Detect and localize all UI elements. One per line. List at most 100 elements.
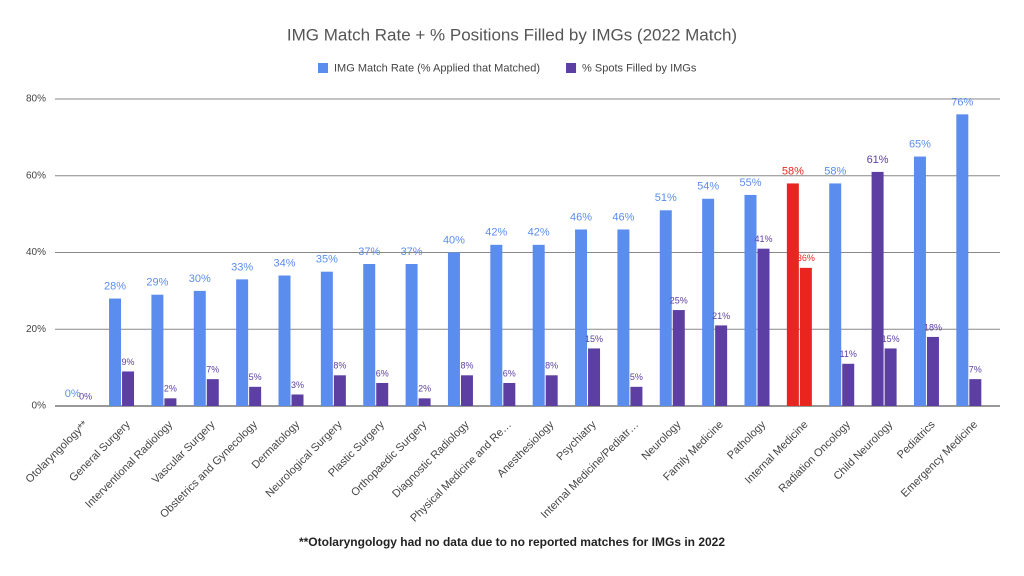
bar [871,171,884,406]
bar [926,336,939,406]
value-label: 0% [65,388,81,400]
value-label: 37% [401,246,423,258]
value-label: 46% [570,211,592,223]
x-tick-label: Pediatrics [895,418,938,461]
bar [702,198,715,406]
bar [206,379,219,406]
bar [884,348,897,406]
y-tick-label: 0% [32,401,47,412]
bar [744,194,757,406]
value-label: 61% [867,154,889,166]
bar [503,382,516,406]
bar [969,379,982,406]
value-label: 41% [754,234,772,244]
bar [193,290,206,406]
legend-swatch [318,63,328,73]
value-label: 5% [630,372,643,382]
bar [333,375,346,406]
value-label: 6% [503,368,516,378]
value-label: 2% [164,384,177,394]
bar [829,183,842,406]
x-tick-label: Interventional Radiology [83,418,175,510]
bar [842,363,855,406]
bar [757,248,770,406]
bar [291,394,304,406]
bar [715,325,728,406]
value-label: 35% [316,254,338,266]
value-label: 3% [291,380,304,390]
value-label: 76% [951,96,973,108]
bar [363,264,376,406]
legend-label: % Spots Filled by IMGs [582,62,697,74]
bar [249,386,262,406]
x-tick-label: Neurology [640,418,684,462]
x-tick-label: Pathology [725,418,768,461]
footnote: **Otolaryngology had no data due to no r… [299,535,725,549]
x-tick-label: Orthopaedic Surgery [349,418,430,499]
bar [320,271,333,406]
legend-label: IMG Match Rate (% Applied that Matched) [334,62,540,74]
value-label: 42% [528,227,550,239]
bar [122,371,135,406]
value-label: 55% [739,177,761,189]
bar [151,294,164,406]
bar [278,275,291,406]
bar [164,398,177,406]
value-label: 37% [358,246,380,258]
value-label: 33% [231,261,253,273]
value-label: 28% [104,280,126,292]
bar [672,310,685,406]
value-label: 65% [909,138,931,150]
x-tick-label: Psychiatry [554,418,599,463]
value-label: 42% [485,227,507,239]
x-tick-label: Emergency Medicine [899,419,980,500]
value-label: 15% [882,334,900,344]
chart-title: IMG Match Rate + % Positions Filled by I… [287,25,737,44]
value-label: 21% [712,311,730,321]
y-tick-label: 20% [26,324,46,335]
value-label: 7% [206,365,219,375]
value-label: 58% [782,165,804,177]
bar [659,210,672,406]
bar [405,264,418,406]
bar [786,183,799,406]
value-label: 6% [376,368,389,378]
value-label: 54% [697,181,719,193]
bar [913,156,926,406]
value-label: 2% [418,384,431,394]
y-tick-label: 60% [26,170,46,181]
x-tick-label: Radiation Oncology [777,418,854,495]
bar [630,386,643,406]
bar [545,375,558,406]
bar [490,244,503,406]
value-label: 36% [797,253,815,263]
value-label: 29% [146,277,168,289]
value-label: 34% [273,257,295,269]
value-label: 58% [824,165,846,177]
bar [617,229,630,406]
value-label: 18% [924,322,942,332]
x-tick-label: Diagnostic Radiology [390,418,472,500]
value-label: 5% [249,372,262,382]
bar [376,382,389,406]
bar [575,229,588,406]
value-label: 0% [79,391,92,401]
value-label: 30% [189,273,211,285]
value-label: 11% [840,349,857,359]
value-label: 8% [460,361,473,371]
bar [532,244,545,406]
bar [109,298,122,406]
value-label: 8% [545,361,558,371]
y-tick-label: 40% [26,247,46,258]
bar [956,114,969,406]
value-label: 7% [969,365,982,375]
bar [588,348,601,406]
x-tick-label: Neurological Surgery [263,418,344,499]
value-label: 40% [443,234,465,246]
legend-swatch [566,63,577,73]
bar [799,267,812,406]
bar [236,279,249,406]
value-label: 8% [333,361,346,371]
bar [418,398,431,406]
